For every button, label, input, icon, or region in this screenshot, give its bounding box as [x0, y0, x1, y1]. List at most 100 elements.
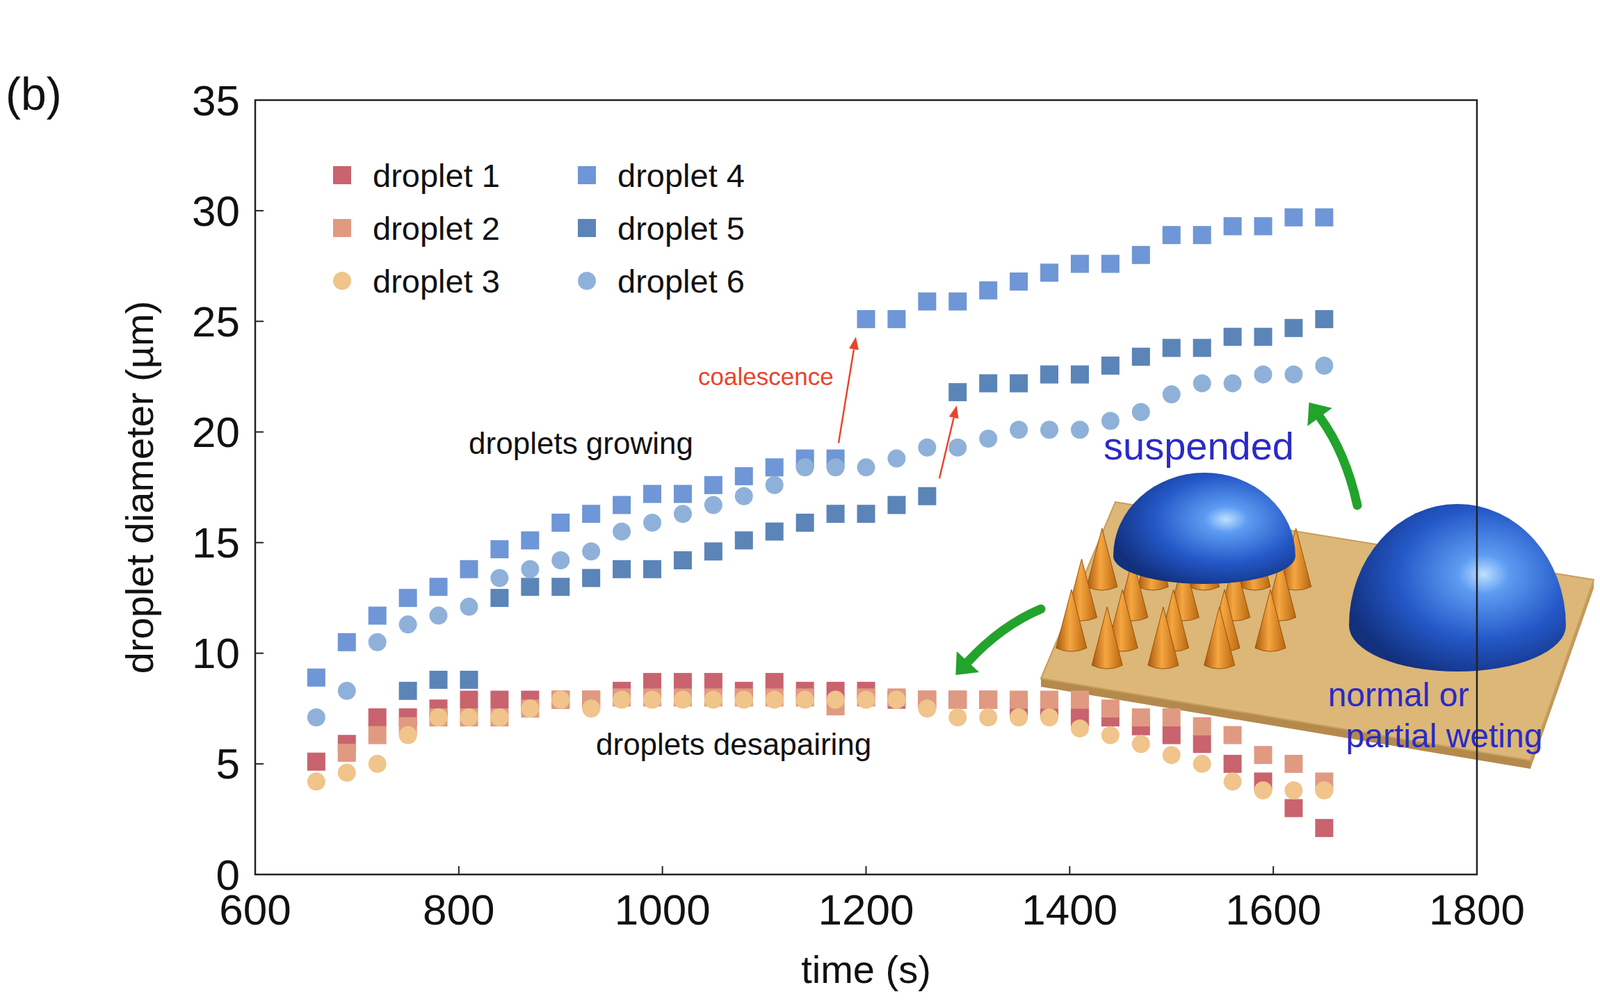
data-point: [551, 691, 570, 710]
y-tick-label: 20: [191, 408, 240, 457]
data-point: [1162, 225, 1181, 245]
data-point: [796, 513, 815, 532]
data-point: [612, 495, 631, 514]
data-point: [1132, 403, 1151, 422]
data-point: [887, 495, 906, 514]
data-point: [1009, 708, 1028, 727]
data-point: [1223, 725, 1242, 745]
y-tick-label: 10: [191, 629, 240, 678]
data-point: [1009, 272, 1028, 291]
data-point: [429, 671, 448, 690]
data-point: [765, 673, 784, 692]
data-point: [1040, 691, 1059, 710]
suspended-droplet: [1113, 472, 1296, 585]
data-point: [673, 504, 692, 523]
y-tick: [255, 542, 264, 544]
x-tick-label: 1200: [818, 885, 915, 934]
data-point: [704, 542, 723, 561]
legend-marker: [333, 271, 352, 290]
data-point: [1284, 365, 1303, 384]
legend-label: droplet 5: [617, 209, 745, 247]
data-point: [459, 691, 478, 710]
data-point: [582, 699, 601, 718]
green-arrowhead: [1307, 402, 1332, 427]
data-point: [796, 458, 815, 477]
legend-marker: [577, 219, 596, 238]
chart: suspendednormal orpartial weting60080010…: [0, 0, 1600, 1001]
data-point: [1284, 208, 1303, 227]
data-point: [796, 691, 815, 710]
data-point: [551, 577, 570, 596]
annotation: droplets growing: [468, 426, 694, 461]
data-point: [1314, 208, 1333, 227]
data-point: [1101, 699, 1120, 718]
data-point: [1009, 420, 1028, 439]
data-point: [1193, 734, 1212, 754]
x-tick: [1068, 866, 1071, 875]
x-tick-label: 1000: [614, 885, 711, 934]
data-point: [1132, 708, 1151, 727]
annotation: partial weting: [1346, 717, 1543, 755]
data-point: [399, 588, 418, 608]
y-tick: [255, 652, 264, 655]
annotation: normal or: [1328, 676, 1470, 714]
data-point: [1040, 263, 1059, 282]
data-point: [1070, 420, 1089, 439]
data-point: [1101, 255, 1120, 274]
data-point: [368, 725, 387, 745]
data-point: [307, 668, 326, 688]
data-point: [643, 513, 662, 532]
y-axis-title: droplet diameter (µm): [117, 301, 162, 674]
data-point: [857, 691, 876, 710]
cone: [1204, 607, 1235, 669]
data-point: [1193, 338, 1212, 357]
inset-illustration: [955, 402, 1594, 770]
y-tick: [255, 320, 264, 322]
data-point: [337, 744, 357, 763]
data-point: [1284, 781, 1303, 800]
data-point: [917, 438, 936, 457]
data-point: [1101, 412, 1120, 431]
green-arrow: [1319, 417, 1358, 506]
data-point: [1070, 719, 1089, 738]
y-tick-label: 15: [191, 518, 240, 567]
legend-marker: [577, 271, 596, 290]
data-point: [520, 560, 539, 579]
cone: [1255, 589, 1286, 652]
data-point: [948, 383, 967, 402]
data-point: [765, 522, 784, 541]
data-point: [948, 691, 967, 710]
data-point: [826, 458, 845, 477]
data-point: [582, 504, 601, 523]
y-tick-label: 0: [216, 851, 240, 900]
y-tick-label: 30: [191, 187, 240, 236]
data-point: [1162, 338, 1181, 357]
x-tick: [458, 866, 460, 875]
data-point: [1162, 725, 1181, 745]
data-point: [612, 691, 631, 710]
data-point: [979, 708, 998, 727]
data-marks: [307, 208, 1334, 838]
data-point: [429, 708, 448, 727]
data-point: [1314, 356, 1333, 375]
data-point: [551, 513, 570, 532]
data-point: [1070, 691, 1089, 710]
data-point: [704, 691, 723, 710]
green-arrow: [967, 609, 1041, 662]
y-tick: [255, 99, 264, 101]
data-point: [490, 708, 509, 727]
data-point: [490, 568, 509, 587]
data-point: [399, 682, 418, 701]
annotation: suspended: [1103, 424, 1295, 468]
data-point: [612, 560, 631, 579]
data-point: [1254, 746, 1273, 765]
legend: droplet 1droplet 2droplet 3droplet 4drop…: [333, 157, 745, 300]
data-point: [917, 699, 936, 718]
y-tick-label: 5: [216, 739, 240, 788]
annotation: coalescence: [698, 362, 834, 391]
data-point: [368, 755, 387, 774]
legend-label: droplet 3: [372, 262, 500, 300]
data-point: [1009, 374, 1028, 393]
data-point: [857, 458, 876, 477]
data-point: [1284, 755, 1303, 774]
